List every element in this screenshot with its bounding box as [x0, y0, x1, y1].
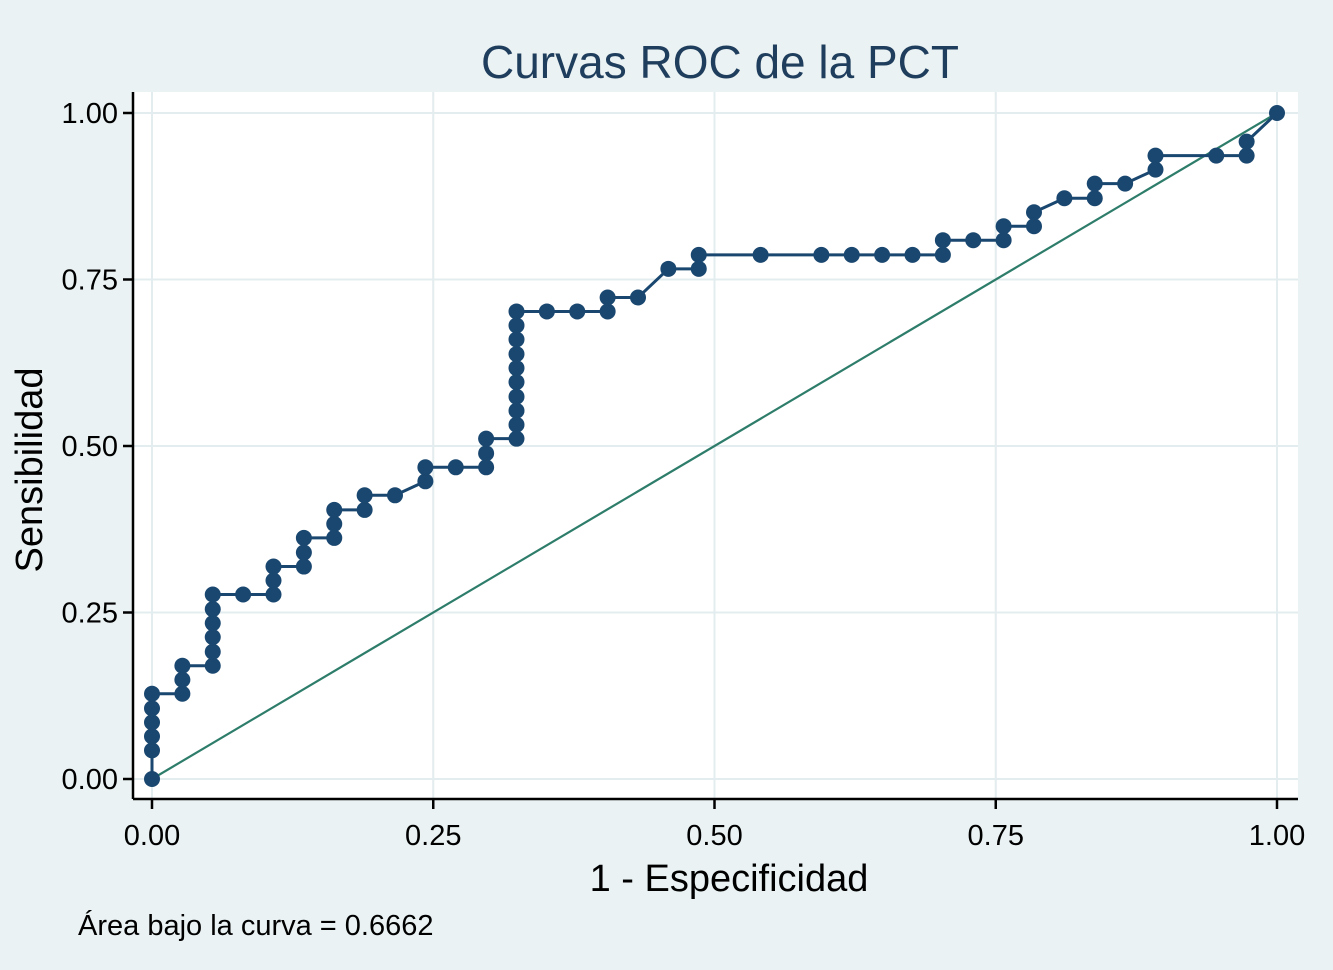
y-tick-label: 0.75: [62, 265, 118, 297]
roc-point: [478, 445, 495, 462]
roc-point: [1026, 204, 1042, 221]
reference-diagonal-line: [151, 112, 1278, 780]
y-tick-label: 0.25: [62, 598, 118, 630]
roc-point: [843, 246, 860, 263]
roc-point: [599, 303, 616, 320]
roc-points: [144, 105, 1285, 787]
roc-point: [813, 246, 830, 263]
roc-point: [174, 671, 191, 688]
roc-point: [326, 501, 343, 518]
roc-point: [144, 714, 160, 731]
x-tick-label: 0.25: [405, 820, 461, 852]
roc-point: [508, 360, 525, 377]
roc-point: [690, 246, 707, 263]
x-tick-label: 0.00: [124, 820, 180, 852]
roc-point: [1238, 147, 1255, 164]
roc-point: [599, 289, 616, 306]
roc-point: [144, 728, 160, 745]
roc-point: [508, 416, 525, 433]
y-axis-label: Sensibilidad: [9, 368, 51, 573]
roc-point: [235, 586, 252, 603]
roc-point: [1086, 175, 1103, 192]
roc-point: [508, 346, 525, 363]
roc-point: [752, 246, 769, 263]
roc-point: [265, 572, 282, 589]
roc-point: [508, 374, 525, 391]
roc-point: [204, 643, 221, 660]
roc-point: [326, 529, 343, 546]
roc-point: [204, 601, 221, 618]
roc-point: [660, 260, 677, 277]
auc-note: Área bajo la curva = 0.6662: [78, 909, 434, 942]
x-tick-label: 1.00: [1249, 820, 1305, 852]
roc-point: [447, 459, 464, 476]
roc-point: [478, 430, 495, 447]
roc-point: [508, 388, 525, 405]
roc-point: [295, 544, 312, 561]
roc-point: [356, 501, 373, 518]
roc-point: [295, 558, 312, 575]
y-axis-ticks: 0.00 0.25 0.50 0.75 1.00: [62, 98, 133, 796]
roc-point: [965, 232, 982, 249]
roc-point: [508, 430, 525, 447]
roc-point: [508, 303, 525, 320]
roc-point: [508, 317, 525, 334]
roc-point: [174, 685, 191, 702]
roc-point: [538, 303, 555, 320]
roc-point: [204, 586, 221, 603]
roc-point: [934, 246, 951, 263]
roc-point: [1026, 218, 1042, 235]
roc-point: [1117, 175, 1134, 192]
roc-point: [204, 657, 221, 674]
roc-point: [904, 246, 921, 263]
chart-title: Curvas ROC de la PCT: [481, 36, 959, 88]
roc-point: [387, 487, 403, 504]
roc-point: [356, 487, 373, 504]
roc-point: [295, 529, 312, 546]
x-axis-ticks: 0.00 0.25 0.50 0.75 1.00: [124, 799, 1305, 852]
roc-point: [1238, 133, 1255, 150]
roc-point: [934, 232, 951, 249]
roc-point: [1208, 147, 1225, 164]
roc-point: [995, 218, 1012, 235]
roc-point: [326, 515, 343, 532]
roc-point: [874, 246, 891, 263]
x-tick-label: 0.50: [686, 820, 742, 852]
roc-point: [1147, 147, 1164, 164]
roc-point: [630, 289, 646, 306]
x-axis-label: 1 - Especificidad: [590, 858, 869, 900]
y-tick-label: 0.50: [62, 431, 118, 463]
roc-point: [204, 629, 221, 646]
roc-point: [144, 771, 160, 787]
roc-point: [995, 232, 1012, 249]
roc-point: [144, 742, 160, 759]
roc-point: [690, 260, 707, 277]
y-tick-label: 0.00: [62, 764, 118, 796]
roc-point: [569, 303, 586, 320]
roc-point: [417, 473, 434, 490]
y-tick-label: 1.00: [62, 98, 118, 130]
roc-point: [1269, 105, 1285, 121]
roc-point: [1056, 190, 1073, 207]
roc-point: [144, 685, 160, 702]
roc-point: [508, 402, 525, 419]
roc-point: [1086, 190, 1103, 207]
roc-point: [417, 459, 434, 476]
roc-point: [478, 459, 495, 476]
roc-point: [204, 615, 221, 632]
roc-point: [265, 586, 282, 603]
roc-point: [1147, 161, 1164, 178]
roc-point: [508, 331, 525, 348]
roc-point: [174, 657, 191, 674]
x-tick-label: 0.75: [968, 820, 1024, 852]
roc-point: [265, 558, 282, 575]
roc-point: [144, 700, 160, 717]
